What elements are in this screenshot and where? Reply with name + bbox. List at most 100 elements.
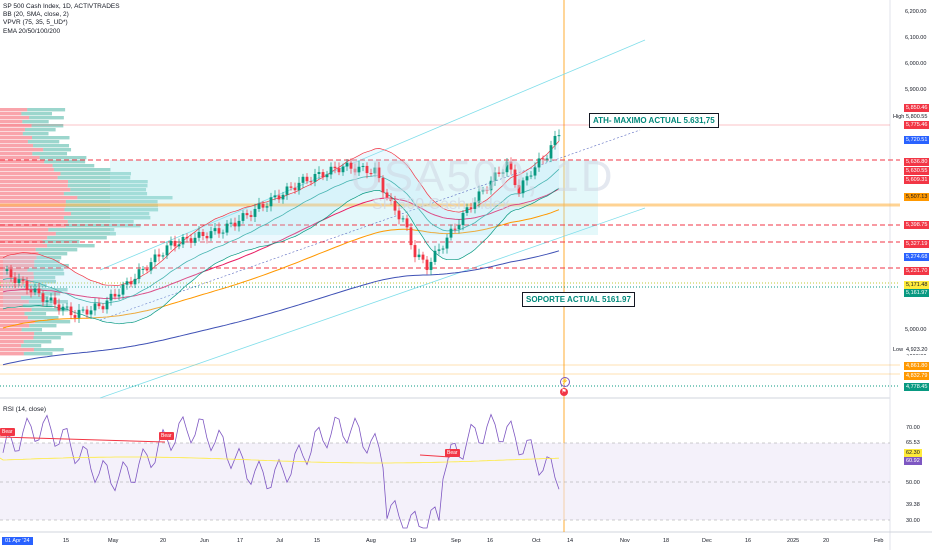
price-tick: 6,000.00 [905,61,926,67]
time-tick: Jul [276,538,283,544]
vp-bar-down [0,352,24,355]
candle-body [134,279,137,284]
candle-body [50,298,53,301]
rsi-tick: 50.00 [904,479,922,487]
legend-bb[interactable]: BB (20, SMA, close, 2) [3,11,120,19]
candle-body [174,241,177,246]
candle-body [46,300,49,301]
candle-body [302,177,305,183]
vp-bar-down [0,136,32,139]
vp-bar-up [22,120,48,123]
vp-bar-up [34,348,64,351]
ath-annotation[interactable]: ATH- MAXIMO ACTUAL 5.631,75 [589,113,719,128]
candle-body [314,174,317,182]
vp-bar-up [24,352,53,355]
candle-body [30,290,33,292]
legend-symbol[interactable]: SP 500 Cash Index, 1D, ACTIVTRADES [3,3,120,11]
time-tick: 17 [237,538,243,544]
rsi-bear-badge-2: Bear [159,432,174,440]
vp-bar-up [48,228,114,231]
vp-bar-down [0,320,35,323]
candle-body [6,269,9,271]
time-tick: 19 [410,538,416,544]
legend-ema[interactable]: EMA 20/50/100/200 [3,28,120,36]
candle-body [158,254,161,256]
vp-bar-down [0,176,58,179]
candle-body [70,307,73,316]
rsi-legend[interactable]: RSI (14, close) [3,406,46,413]
rsi-tick: 62.30 [904,449,922,457]
vp-bar-down [0,120,22,123]
candle-body [402,218,405,219]
candle-body [214,228,217,231]
vp-bar-down [0,196,77,199]
vp-bar-up [21,344,41,347]
candle-body [162,255,165,256]
time-tick: Jun [200,538,209,544]
rsi-tick: 65.53 [904,439,922,447]
vp-bar-down [0,144,33,147]
candle-body [458,225,461,229]
candle-body [10,269,13,277]
vp-bar-down [0,168,54,171]
candle-body [194,238,197,243]
candle-body [410,227,413,245]
lightning-icon[interactable]: ⚡ [560,377,570,387]
candle-body [334,167,337,168]
time-tick: Sep [451,538,461,544]
candle-body [450,229,453,238]
time-tick: 16 [487,538,493,544]
vp-bar-down [0,128,25,131]
vp-bar-down [0,216,64,219]
vp-bar-up [54,168,111,171]
flag-icon[interactable]: ⚑ [560,388,568,396]
price-label: 5,609.31 [904,176,929,184]
vp-bar-up [29,324,56,327]
candle-body [418,255,421,258]
price-tick: 5,000.00 [905,327,926,333]
vp-bar-up [32,136,69,139]
candle-body [422,255,425,260]
candle-body [114,294,117,297]
vp-bar-up [29,116,64,119]
candle-body [294,188,297,190]
candle-body [342,166,345,172]
candle-body [446,238,449,249]
vp-bar-up [24,340,52,343]
vp-bar-down [0,344,21,347]
price-label: 5,161.97 [904,289,929,297]
time-tick: 16 [745,538,751,544]
rsi-tick: 30.00 [904,517,922,525]
candle-body [282,195,285,200]
candle-body [122,285,125,295]
vp-bar-down [0,152,32,155]
vp-bar-down [0,236,47,239]
vp-bar-down [0,312,24,315]
vp-bar-down [0,108,27,111]
vp-bar-up [32,124,64,127]
candle-body [178,244,181,246]
vp-bar-down [0,200,66,203]
vp-bar-down [0,124,32,127]
candle-body [262,204,265,208]
price-label: 4,832.79 [904,372,929,380]
vp-bar-down [0,156,40,159]
candle-body [14,277,17,283]
support-annotation[interactable]: SOPORTE ACTUAL 5161.97 [522,292,635,307]
candle-body [234,223,237,227]
time-tick: Dec [702,538,712,544]
time-tick: 14 [567,538,573,544]
vp-bar-down [0,132,23,135]
legend-vpvr[interactable]: VPVR (75, 35, 5_UD*) [3,19,120,27]
time-tick: 15 [63,538,69,544]
candle-body [346,163,349,167]
candle-body [462,213,465,225]
candle-body [254,209,257,217]
vp-bar-down [0,116,29,119]
candle-body [170,241,173,246]
vp-bar-up [28,140,59,143]
vp-bar-up [27,108,65,111]
candle-body [190,238,193,243]
vp-bar-up [25,128,56,131]
